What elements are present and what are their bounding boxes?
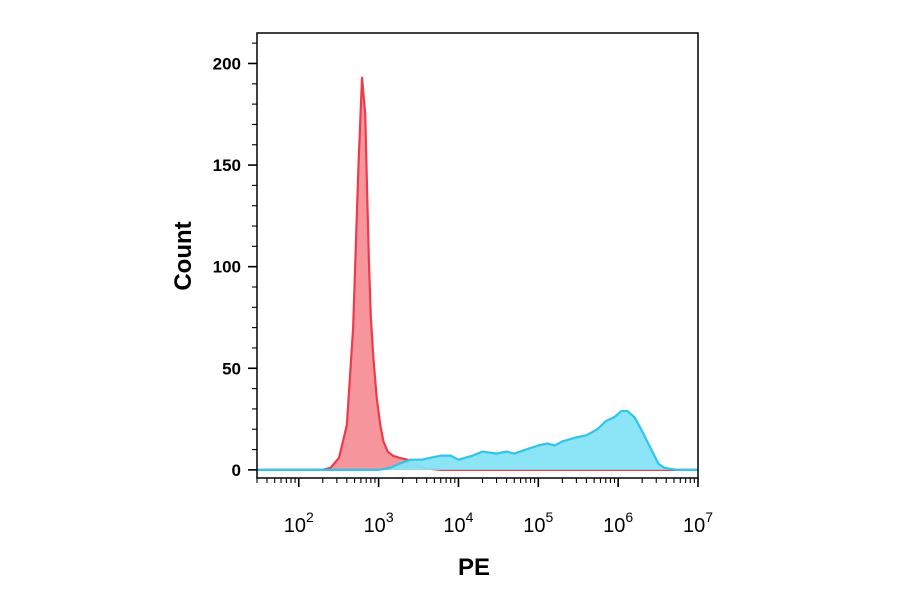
- x-axis: 102 103 104 105 106 107: [256, 478, 713, 537]
- y-axis-title: Count: [170, 221, 197, 290]
- y-tick-label: 200: [213, 54, 241, 73]
- series-2-line: [257, 409, 698, 471]
- series-1-line: [257, 76, 698, 471]
- plot-frame: [256, 32, 699, 479]
- x-tick-label: 102: [284, 509, 314, 537]
- series-layer: [257, 76, 698, 471]
- y-tick-label: 0: [232, 461, 241, 480]
- x-tick-label: 105: [523, 509, 553, 537]
- series-1-area: [257, 77, 698, 470]
- y-tick-label: 100: [213, 258, 241, 277]
- x-tick-label: 104: [443, 509, 473, 537]
- y-axis: 0 50 100 150 200: [213, 42, 257, 480]
- x-tick-label: 106: [603, 509, 633, 537]
- x-tick-label: 107: [683, 509, 713, 537]
- y-tick-label: 50: [222, 359, 241, 378]
- series-2-area: [257, 410, 698, 470]
- y-tick-label: 150: [213, 156, 241, 175]
- x-tick-label: 103: [364, 509, 394, 537]
- x-axis-title: PE: [458, 554, 490, 581]
